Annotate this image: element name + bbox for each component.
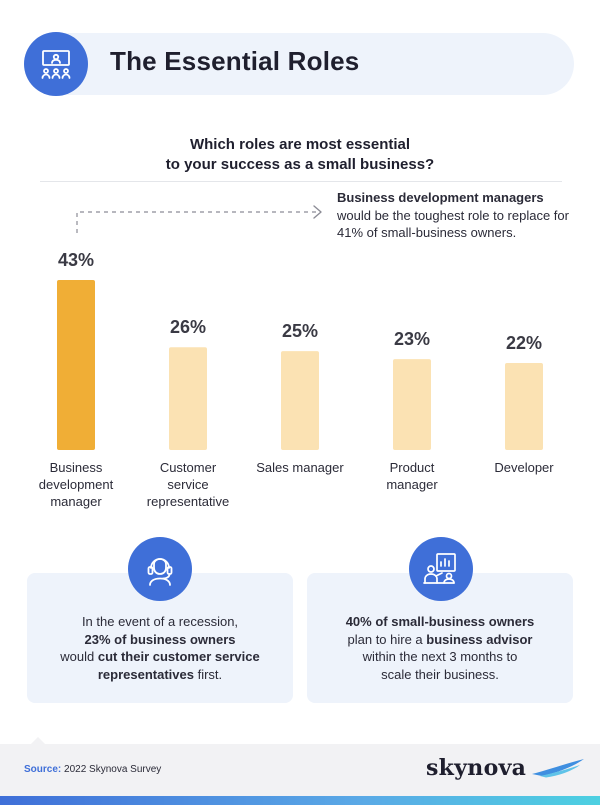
footer-notch <box>30 737 46 745</box>
business-advisor-presentation-icon <box>409 537 473 601</box>
skynova-logo: skynova <box>426 755 527 781</box>
card-line-bold: 23% of business owners <box>84 631 236 647</box>
card-line-bold: business advisor <box>426 631 533 647</box>
presentation-meeting-icon <box>24 32 88 96</box>
bar-0 <box>57 280 95 450</box>
callout-text: would be the toughest role to replace fo… <box>337 207 569 241</box>
source-label: Source: <box>24 764 62 775</box>
chart-question: Which roles are most essential to your s… <box>0 135 600 175</box>
category-label-2: Sales manager <box>256 460 344 475</box>
category-label-3: Product manager <box>386 460 438 492</box>
recession-insight-text: In the event of a recession, 23% of busi… <box>27 613 293 683</box>
divider <box>40 181 562 182</box>
bar-4 <box>505 363 543 450</box>
card-line: scale their business. <box>381 666 499 682</box>
chart-callout: Business development managers would be t… <box>337 189 577 242</box>
bar-chart: 43% Business development manager 26% Customer… <box>39 205 555 509</box>
category-label-1: Customer service representative <box>147 460 229 509</box>
bar-value-label-0: 43% <box>58 250 94 270</box>
bar-3 <box>393 359 431 450</box>
skynova-wing-icon <box>532 759 584 778</box>
question-line-2: to your success as a small business? <box>165 156 435 173</box>
category-label-4: Developer <box>494 460 554 475</box>
page-title: The Essential Roles <box>110 46 360 76</box>
bar-1 <box>169 347 207 450</box>
card-line-bold: 40% of small-business owners <box>345 614 535 629</box>
question-line-1: Which roles are most essential <box>189 136 411 153</box>
card-line-bold: cut their customer service <box>97 649 260 664</box>
card-line: first. <box>193 666 223 682</box>
bottom-accent-bar <box>0 796 600 805</box>
header-banner <box>30 33 574 95</box>
callout-bold-text: Business development managers <box>337 190 544 205</box>
card-line: would <box>60 649 98 664</box>
bar-value-label-2: 25% <box>282 321 318 341</box>
footer <box>0 744 600 796</box>
bars-layer: 43% Business development manager 26% Customer… <box>39 250 555 509</box>
bar-2 <box>281 351 319 450</box>
category-label-0: Business development manager <box>39 460 114 509</box>
source-text: 2022 Skynova Survey <box>64 764 162 775</box>
card-line: plan to hire a <box>347 631 427 647</box>
callout-arrow <box>76 205 322 233</box>
bar-value-label-1: 26% <box>170 317 206 337</box>
business-advisor-insight-text: 40% of small-business owners plan to hir… <box>307 613 573 683</box>
bar-value-label-4: 22% <box>506 333 542 353</box>
bar-value-label-3: 23% <box>394 329 430 349</box>
card-line: In the event of a recession, <box>81 614 239 629</box>
source-note: Source: 2022 Skynova Survey <box>24 764 161 775</box>
card-line-bold: representatives <box>97 666 194 682</box>
customer-service-headset-icon <box>128 537 192 601</box>
card-line: within the next 3 months to <box>362 649 518 664</box>
